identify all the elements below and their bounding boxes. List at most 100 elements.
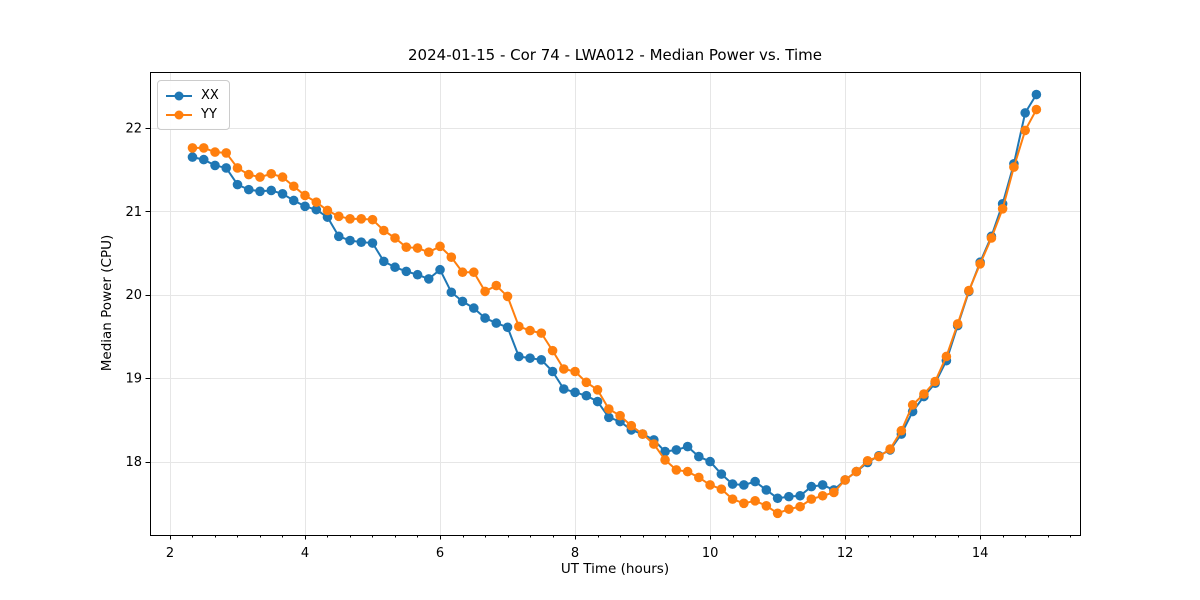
data-point-yy [333, 211, 344, 222]
data-point-yy [210, 147, 220, 157]
data-point-xx [412, 269, 423, 280]
data-point-yy [829, 487, 839, 498]
data-point-yy [1020, 125, 1030, 136]
data-point-xx [221, 163, 232, 173]
data-point-yy [514, 321, 524, 332]
data-point-yy [469, 267, 479, 278]
data-point-xx [772, 493, 783, 504]
data-point-yy [997, 204, 1008, 214]
data-point-yy [626, 420, 637, 431]
x-tick-label: 12 [837, 546, 854, 561]
data-point-xx [581, 390, 592, 401]
data-point-yy [1009, 162, 1019, 172]
data-point-yy [187, 143, 198, 153]
data-point-xx [311, 204, 322, 215]
data-point-xx [660, 446, 670, 457]
series-line-xx [192, 93, 1038, 500]
data-point-yy [536, 328, 547, 338]
y-axis-label: Median Power (CPU) [99, 234, 115, 372]
data-point-xx [817, 480, 828, 490]
data-point-yy [930, 376, 940, 387]
data-point-xx [739, 480, 749, 490]
data-point-yy [604, 404, 614, 414]
data-point-yy [671, 465, 682, 475]
data-point-yy [851, 466, 862, 477]
data-point-xx [705, 456, 715, 467]
legend: XX YY [157, 80, 230, 130]
data-point-yy [817, 490, 828, 501]
data-point-xx [1020, 108, 1030, 118]
data-point-xx [795, 490, 805, 501]
data-point-xx [525, 353, 535, 363]
data-point-yy [379, 225, 389, 236]
data-point-xx [716, 469, 727, 479]
data-point-xx [367, 238, 378, 248]
data-point-yy [390, 233, 400, 243]
data-point-xx [198, 154, 209, 165]
data-point-yy [345, 214, 355, 224]
data-point-xx [379, 256, 389, 267]
data-point-yy [615, 410, 625, 421]
legend-marker-yy [166, 110, 192, 119]
data-point-yy [446, 252, 457, 262]
data-point-xx [345, 235, 355, 246]
data-point-yy [480, 286, 490, 297]
data-point-xx [356, 237, 367, 247]
x-axis-label: UT Time (hours) [560, 561, 670, 577]
data-point-yy [761, 501, 772, 511]
data-point-yy [232, 163, 243, 173]
data-point-yy [367, 214, 378, 225]
data-point-xx [558, 384, 569, 394]
data-point-yy [356, 214, 367, 224]
data-point-yy [277, 172, 288, 182]
y-tick-label: 20 [125, 288, 142, 303]
data-point-yy [547, 345, 558, 356]
data-point-yy [435, 241, 445, 252]
data-point-xx [243, 184, 254, 195]
data-point-yy [592, 385, 603, 395]
data-point-xx [390, 262, 400, 273]
data-point-yy [885, 444, 895, 454]
data-point-xx [232, 179, 243, 190]
data-point-yy [941, 351, 952, 362]
data-point-yy [862, 455, 873, 466]
data-point-yy [772, 508, 783, 519]
data-point-yy [739, 498, 749, 509]
data-point-yy [221, 148, 232, 158]
plot-frame [150, 72, 1081, 536]
legend-marker-xx [166, 91, 192, 100]
data-point-yy [682, 466, 693, 477]
data-point-xx [446, 287, 457, 298]
data-point-yy [457, 267, 468, 278]
data-point-xx [694, 451, 704, 462]
x-tick-label: 14 [972, 546, 989, 561]
x-tick-label: 6 [436, 546, 444, 561]
x-tick-label: 8 [571, 546, 579, 561]
data-point-yy [300, 190, 310, 201]
data-point-yy [581, 377, 592, 388]
data-point-yy [266, 168, 277, 179]
data-point-yy [975, 259, 985, 269]
data-point-xx [1031, 89, 1042, 100]
data-point-yy [806, 494, 817, 504]
data-point-xx [187, 152, 198, 162]
data-point-xx [536, 355, 547, 365]
data-point-xx [288, 195, 299, 206]
data-point-yy [840, 475, 850, 485]
y-tick-label: 19 [125, 372, 142, 387]
series-line-yy [192, 109, 1038, 515]
chart-title: 2024-01-15 - Cor 74 - LWA012 - Median Po… [408, 46, 822, 64]
data-point-xx [423, 274, 434, 284]
data-point-xx [682, 441, 693, 452]
data-point-xx [671, 445, 682, 455]
data-point-xx [333, 231, 344, 242]
data-point-xx [784, 491, 794, 502]
data-point-xx [750, 476, 760, 487]
data-point-yy [874, 451, 884, 462]
data-point-yy [907, 400, 918, 410]
legend-item-yy: YY [166, 105, 219, 124]
data-point-xx [604, 412, 614, 423]
data-point-xx [806, 481, 817, 492]
data-point-yy [694, 472, 704, 483]
